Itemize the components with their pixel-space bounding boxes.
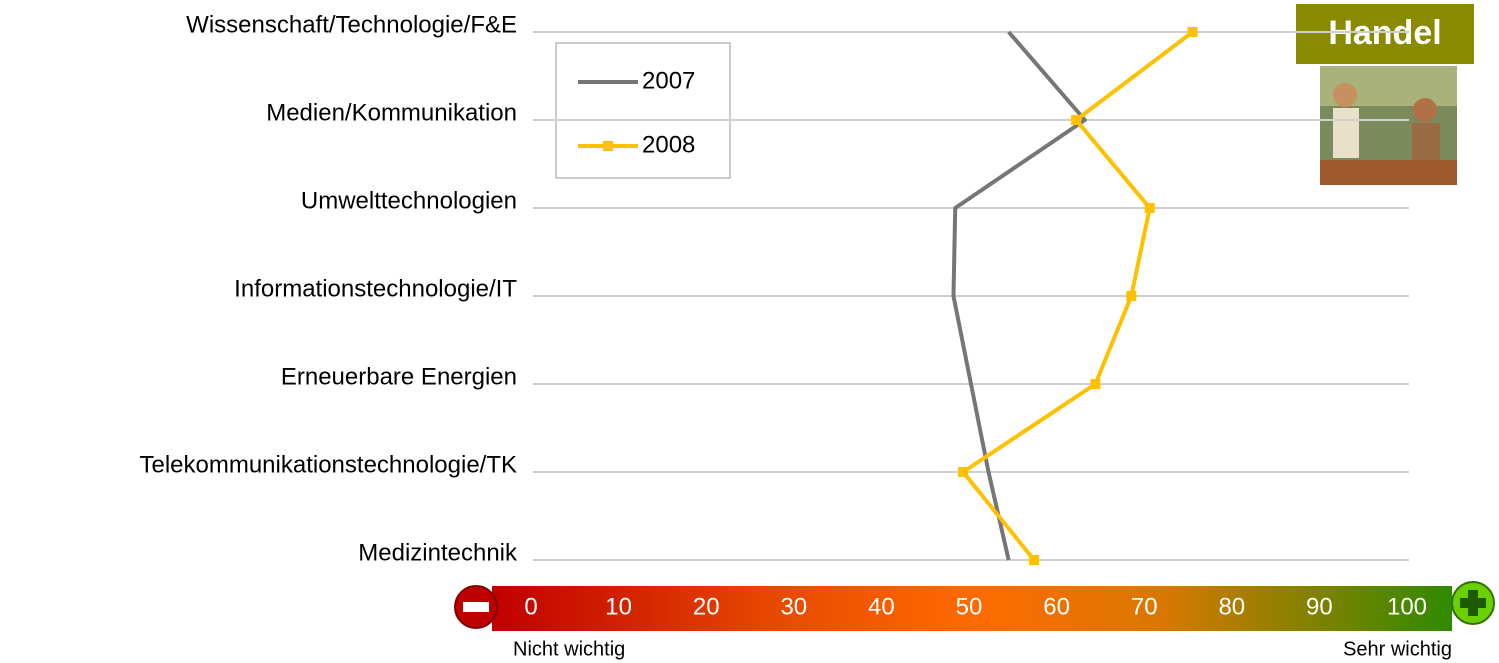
chart: Nicht wichtig Sehr wichtig Handel 200720…	[0, 0, 1499, 663]
marker	[1126, 291, 1136, 301]
y-tick-label: Medien/Kommunikation	[266, 99, 517, 126]
marker	[958, 467, 968, 477]
marker	[1090, 379, 1100, 389]
legend-label: 2008	[642, 131, 695, 158]
y-tick-label: Umwelttechnologien	[301, 187, 517, 214]
y-tick-label: Informationstechnologie/IT	[234, 275, 517, 302]
y-tick-label: Medizintechnik	[358, 539, 518, 566]
scale-high-label: Sehr wichtig	[1343, 638, 1452, 660]
x-tick-label: 0	[524, 593, 537, 620]
y-tick-label: Erneuerbare Energien	[281, 363, 517, 390]
minus-icon	[455, 586, 497, 628]
plus-icon	[1452, 582, 1494, 624]
marker	[1071, 115, 1081, 125]
legend-label: 2007	[642, 67, 695, 94]
marker	[1188, 27, 1198, 37]
x-tick-label: 40	[868, 593, 895, 620]
x-tick-label: 60	[1043, 593, 1070, 620]
x-tick-label: 20	[693, 593, 720, 620]
x-tick-label: 70	[1131, 593, 1158, 620]
photo	[1320, 66, 1457, 185]
y-tick-label: Telekommunikationstechnologie/TK	[139, 451, 517, 478]
x-tick-label: 30	[780, 593, 807, 620]
x-tick-label: 90	[1306, 593, 1333, 620]
x-tick-label: 50	[956, 593, 983, 620]
x-tick-label: 100	[1387, 593, 1427, 620]
scale-low-label: Nicht wichtig	[513, 638, 625, 660]
legend-marker	[603, 141, 613, 151]
y-tick-label: Wissenschaft/Technologie/F&E	[186, 11, 517, 38]
legend: 2007 2008	[556, 43, 730, 178]
marker	[1029, 555, 1039, 565]
x-tick-label: 80	[1218, 593, 1245, 620]
x-tick-label: 10	[605, 593, 632, 620]
marker	[1145, 203, 1155, 213]
